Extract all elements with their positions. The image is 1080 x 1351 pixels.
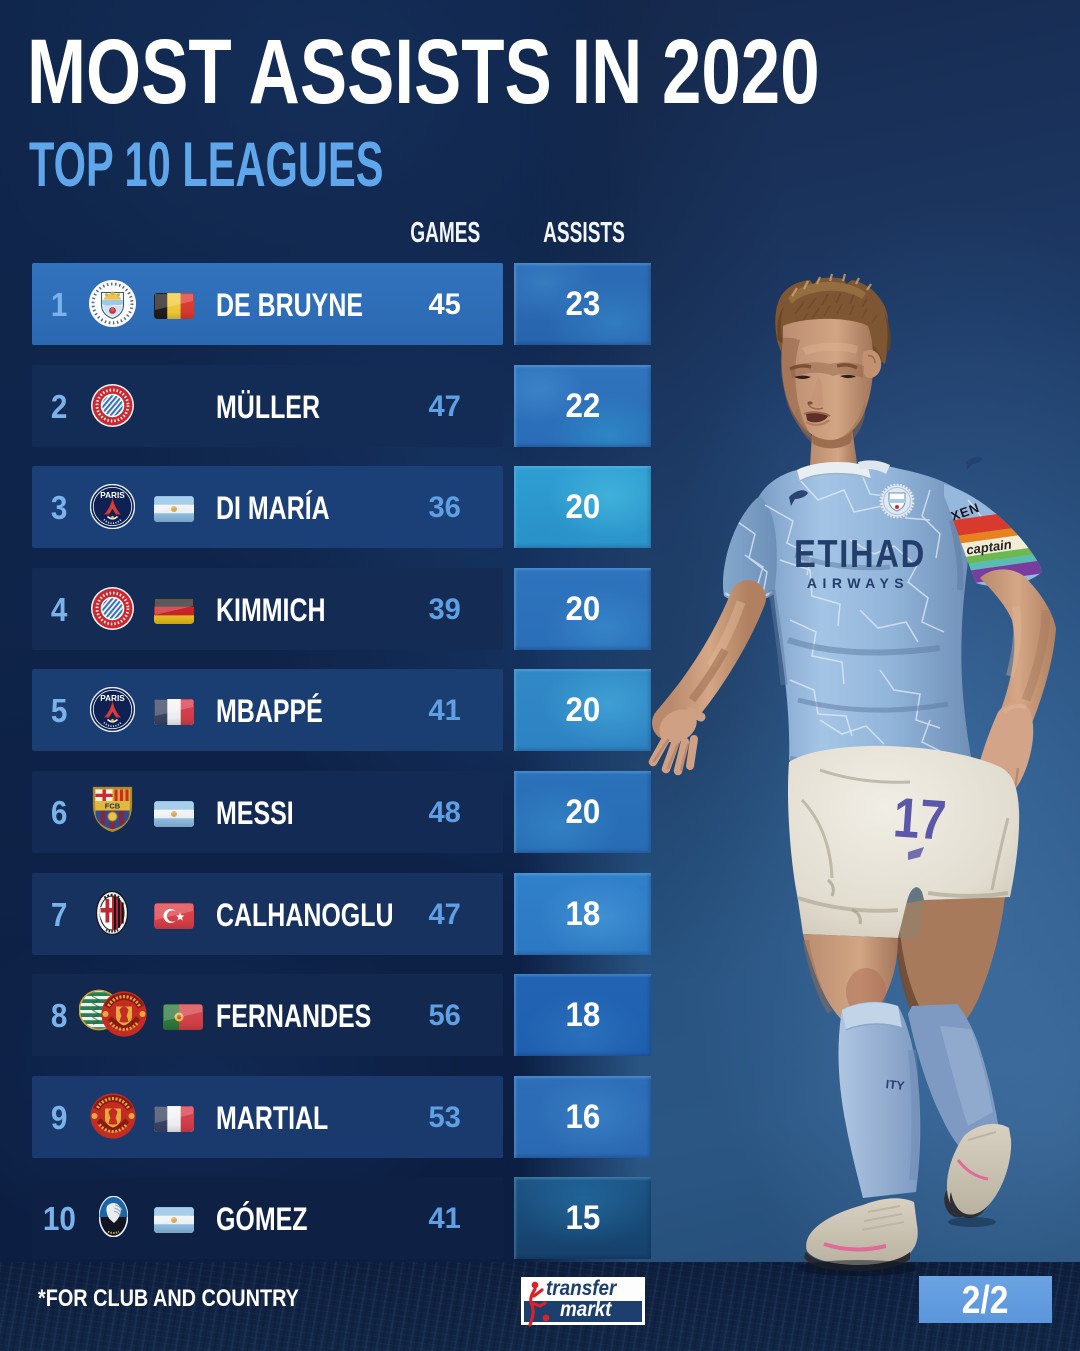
svg-text:ITY: ITY [885,1077,905,1093]
svg-text:PARIS: PARIS [100,694,125,703]
svg-text:PARIS: PARIS [100,491,125,500]
svg-text:captain: captain [965,536,1012,557]
svg-text:ETIHAD: ETIHAD [794,531,926,575]
svg-text:17: 17 [891,785,948,851]
svg-text:AIRWAYS: AIRWAYS [807,575,909,591]
svg-text:FCB: FCB [105,802,121,811]
